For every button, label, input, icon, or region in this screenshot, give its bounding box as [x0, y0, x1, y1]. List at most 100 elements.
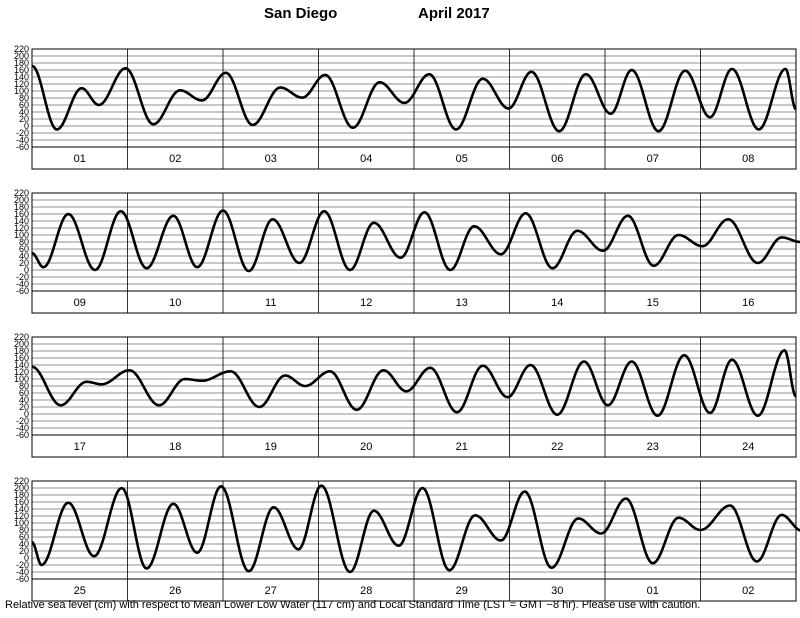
y-tick-label: 200 [14, 195, 29, 205]
day-label: 24 [742, 441, 754, 453]
y-tick-label: 160 [14, 209, 29, 219]
y-tick-label: 180 [14, 58, 29, 68]
day-label: 17 [74, 441, 86, 453]
y-tick-label: -40 [16, 135, 29, 145]
y-tick-label: 100 [14, 374, 29, 384]
footer-note: Relative sea level (cm) with respect to … [5, 599, 701, 611]
y-tick-label: 20 [19, 114, 29, 124]
y-tick-label: 20 [19, 402, 29, 412]
y-tick-label: 140 [14, 504, 29, 514]
day-label: 04 [360, 153, 372, 165]
y-tick-label: 20 [19, 546, 29, 556]
tide-curve [31, 64, 797, 133]
y-tick-label: -60 [16, 430, 29, 440]
y-tick-label: 180 [14, 202, 29, 212]
panel-frame [31, 336, 797, 458]
y-tick-label: 100 [14, 86, 29, 96]
day-label: 25 [74, 585, 86, 597]
y-tick-label: 20 [19, 258, 29, 268]
y-tick-label: -60 [16, 286, 29, 296]
y-tick-label: -40 [16, 279, 29, 289]
chart-title-location: San Diego [264, 5, 338, 22]
y-tick-label: 80 [19, 525, 29, 535]
y-tick-label: 120 [14, 367, 29, 377]
day-label: 15 [647, 297, 659, 309]
y-tick-label: 140 [14, 216, 29, 226]
day-label: 18 [169, 441, 181, 453]
day-label: 05 [456, 153, 468, 165]
y-tick-label: 180 [14, 346, 29, 356]
y-tick-label: -60 [16, 574, 29, 584]
y-tick-label: 220 [14, 188, 29, 198]
day-label: 03 [265, 153, 277, 165]
day-label: 10 [169, 297, 181, 309]
y-tick-label: 200 [14, 483, 29, 493]
y-tick-label: -60 [16, 142, 29, 152]
y-tick-label: 200 [14, 339, 29, 349]
y-tick-label: 60 [19, 100, 29, 110]
day-label: 08 [742, 153, 754, 165]
tide-curve [31, 209, 800, 273]
y-tick-label: 140 [14, 72, 29, 82]
y-tick-label: 220 [14, 332, 29, 342]
y-tick-label: -20 [16, 272, 29, 282]
tide-curve [31, 484, 800, 574]
day-label: 19 [265, 441, 277, 453]
y-tick-label: 120 [14, 223, 29, 233]
day-label: 14 [551, 297, 563, 309]
y-tick-label: 160 [14, 353, 29, 363]
day-label: 27 [265, 585, 277, 597]
day-label: 28 [360, 585, 372, 597]
day-label: 01 [647, 585, 659, 597]
day-label: 11 [265, 297, 276, 309]
y-tick-label: 100 [14, 518, 29, 528]
y-tick-label: 0 [24, 553, 29, 563]
y-tick-label: -40 [16, 567, 29, 577]
tide-panel-3: 220200180160140120100806040200-20-40-601… [14, 332, 797, 458]
y-tick-label: 0 [24, 409, 29, 419]
y-tick-label: 60 [19, 244, 29, 254]
tide-panel-2: 220200180160140120100806040200-20-40-600… [14, 188, 800, 314]
y-tick-label: -20 [16, 128, 29, 138]
y-tick-label: 0 [24, 265, 29, 275]
tide-panel-1: 220200180160140120100806040200-20-40-600… [14, 44, 797, 170]
y-tick-label: 80 [19, 237, 29, 247]
y-tick-label: 40 [19, 539, 29, 549]
y-tick-label: 160 [14, 497, 29, 507]
y-tick-label: 40 [19, 395, 29, 405]
y-tick-label: 120 [14, 511, 29, 521]
y-tick-label: 220 [14, 476, 29, 486]
y-tick-label: 120 [14, 79, 29, 89]
day-label: 16 [742, 297, 754, 309]
y-tick-label: 40 [19, 107, 29, 117]
day-label: 02 [742, 585, 754, 597]
y-tick-label: -40 [16, 423, 29, 433]
y-tick-label: 40 [19, 251, 29, 261]
y-tick-label: -20 [16, 560, 29, 570]
day-label: 07 [647, 153, 659, 165]
day-label: 12 [360, 297, 372, 309]
day-label: 21 [456, 441, 468, 453]
day-label: 30 [551, 585, 563, 597]
tide-panel-4: 220200180160140120100806040200-20-40-602… [14, 476, 800, 602]
day-label: 06 [551, 153, 563, 165]
y-tick-label: 80 [19, 381, 29, 391]
y-tick-label: 180 [14, 490, 29, 500]
day-label: 23 [647, 441, 659, 453]
y-tick-label: 160 [14, 65, 29, 75]
day-label: 20 [360, 441, 372, 453]
y-tick-label: 220 [14, 44, 29, 54]
day-label: 26 [169, 585, 181, 597]
tide-curve [31, 349, 797, 418]
y-tick-label: 100 [14, 230, 29, 240]
panel-frame [31, 480, 797, 602]
chart-title-month: April 2017 [418, 5, 490, 22]
y-tick-label: -20 [16, 416, 29, 426]
y-tick-label: 0 [24, 121, 29, 131]
y-tick-label: 60 [19, 388, 29, 398]
y-tick-label: 200 [14, 51, 29, 61]
day-label: 29 [456, 585, 468, 597]
y-tick-label: 140 [14, 360, 29, 370]
panel-frame [31, 192, 797, 314]
